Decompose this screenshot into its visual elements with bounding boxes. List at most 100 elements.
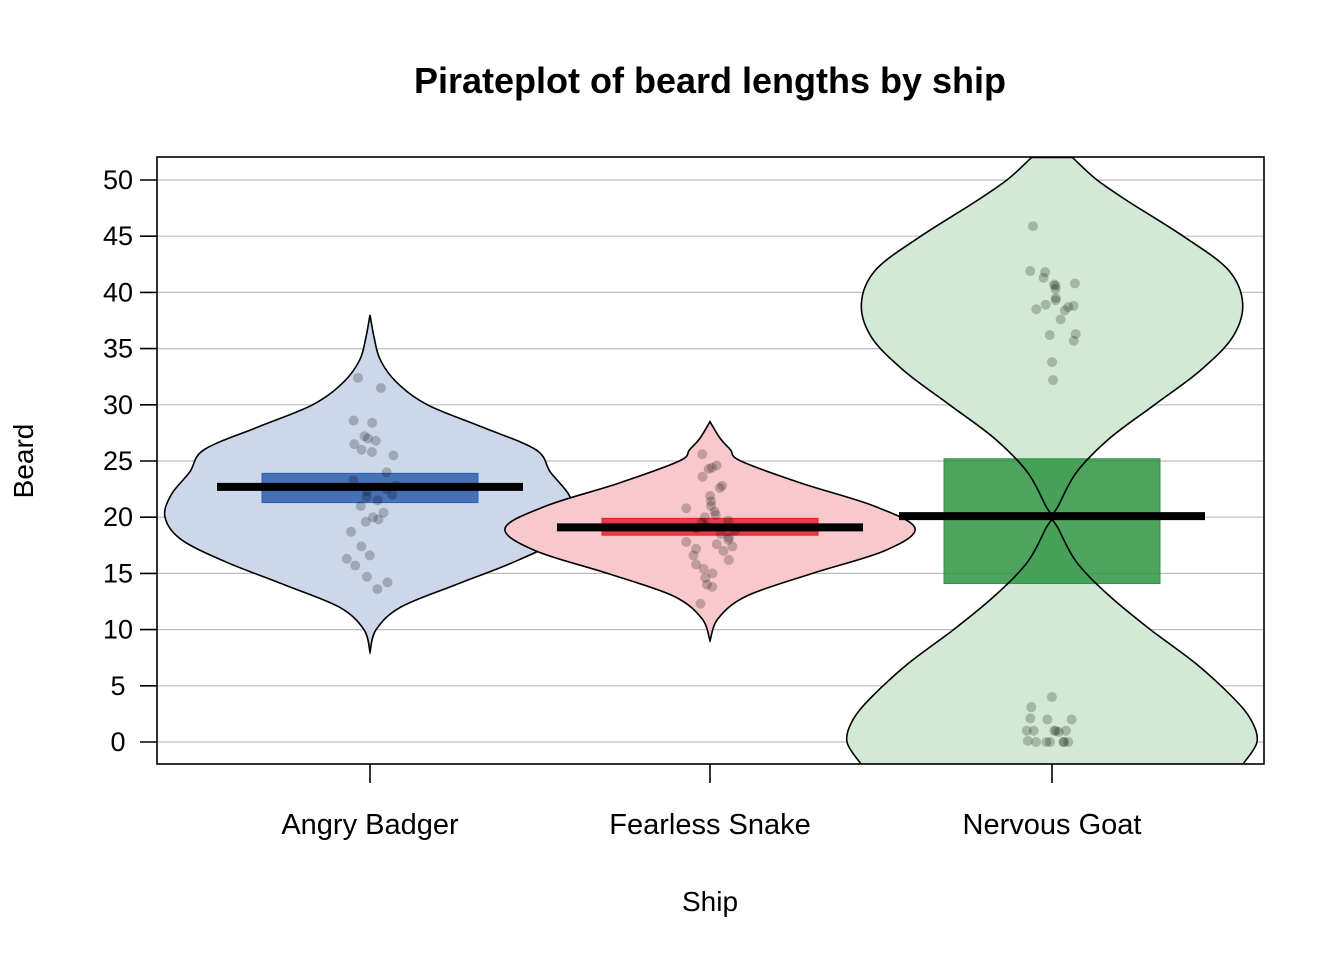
bean-angry-badger xyxy=(163,314,577,656)
data-point xyxy=(346,526,357,537)
chart-title: Pirateplot of beard lengths by ship xyxy=(414,60,1006,101)
data-point xyxy=(697,471,708,482)
data-point xyxy=(706,496,717,507)
y-tick-label: 25 xyxy=(103,446,133,476)
data-point xyxy=(1063,737,1074,747)
data-point xyxy=(1031,304,1042,315)
data-point xyxy=(715,529,726,540)
data-point xyxy=(1047,357,1058,368)
data-point xyxy=(1042,714,1053,725)
data-point xyxy=(1038,272,1049,283)
data-point xyxy=(697,449,708,460)
data-point xyxy=(1026,702,1037,713)
x-tick-label: Fearless Snake xyxy=(609,809,811,841)
data-point xyxy=(381,467,392,478)
data-point xyxy=(349,439,360,450)
data-point xyxy=(1041,737,1052,747)
plot-area xyxy=(163,157,1259,764)
data-point xyxy=(1070,328,1081,339)
data-point xyxy=(701,579,712,590)
data-point xyxy=(1059,305,1070,316)
data-point xyxy=(378,507,389,518)
data-point xyxy=(723,554,734,565)
data-point xyxy=(1048,279,1059,290)
data-point xyxy=(352,372,363,383)
data-point xyxy=(1069,278,1080,289)
data-point xyxy=(348,475,359,486)
data-point xyxy=(364,550,375,561)
data-point xyxy=(355,500,366,511)
data-point xyxy=(706,462,717,473)
data-point xyxy=(714,482,725,493)
data-point xyxy=(1021,725,1032,736)
data-point xyxy=(361,571,372,582)
data-point xyxy=(341,553,352,564)
data-point xyxy=(709,506,720,517)
data-point xyxy=(1025,713,1036,724)
data-point xyxy=(1049,725,1060,736)
data-point xyxy=(362,433,373,444)
data-point xyxy=(1031,737,1042,747)
data-point xyxy=(723,534,734,545)
x-tick-label: Angry Badger xyxy=(281,809,459,841)
y-tick-label: 45 xyxy=(103,221,133,251)
data-point xyxy=(1063,302,1074,313)
y-tick-label: 10 xyxy=(103,615,133,645)
bean-nervous-goat xyxy=(845,157,1259,764)
y-tick-label: 20 xyxy=(103,502,133,532)
data-point xyxy=(1055,314,1066,325)
data-point xyxy=(717,480,728,491)
data-point xyxy=(1050,280,1061,291)
data-point xyxy=(711,460,722,471)
data-point xyxy=(727,541,738,552)
data-point xyxy=(372,584,383,595)
y-tick-label: 35 xyxy=(103,334,133,364)
data-point xyxy=(688,550,699,561)
data-point xyxy=(1040,299,1051,310)
data-point xyxy=(1050,725,1061,736)
x-axis-label: Ship xyxy=(682,886,738,917)
data-point xyxy=(387,489,398,500)
data-point xyxy=(372,495,383,506)
data-point xyxy=(1045,737,1056,747)
data-point xyxy=(1058,737,1069,747)
data-point xyxy=(370,435,381,446)
data-point xyxy=(707,568,718,579)
data-point xyxy=(356,541,367,552)
data-point xyxy=(359,431,370,442)
data-point xyxy=(700,572,711,583)
data-point xyxy=(348,415,359,426)
data-point xyxy=(691,543,702,554)
data-point xyxy=(366,447,377,458)
data-point xyxy=(1050,284,1061,295)
data-point xyxy=(388,450,399,461)
y-axis-label: Beard xyxy=(8,424,39,499)
data-point xyxy=(707,581,718,592)
data-point xyxy=(1022,735,1033,746)
data-point xyxy=(367,512,378,523)
y-axis: 0 5 10 15 20 25 30 35 40 45 50 xyxy=(103,165,157,757)
y-tick-label: 0 xyxy=(110,727,125,757)
data-point xyxy=(373,514,384,525)
data-point xyxy=(1066,714,1077,725)
data-point xyxy=(705,490,716,501)
x-tick-label: Nervous Goat xyxy=(963,809,1142,841)
data-point xyxy=(356,444,367,455)
data-point xyxy=(691,559,702,570)
data-point xyxy=(1040,267,1051,278)
data-point xyxy=(681,536,692,547)
data-point xyxy=(1028,725,1039,736)
data-point xyxy=(699,512,710,523)
inference-band xyxy=(943,458,1161,585)
data-point xyxy=(1053,726,1064,737)
bean-fearless-snake xyxy=(504,420,916,644)
y-tick-label: 50 xyxy=(103,165,133,195)
data-point xyxy=(1046,692,1057,703)
bean-outline xyxy=(504,420,916,644)
data-point xyxy=(1025,266,1036,277)
data-point xyxy=(724,532,735,543)
data-point xyxy=(706,500,717,511)
data-point xyxy=(1068,300,1079,311)
data-point xyxy=(723,515,734,526)
